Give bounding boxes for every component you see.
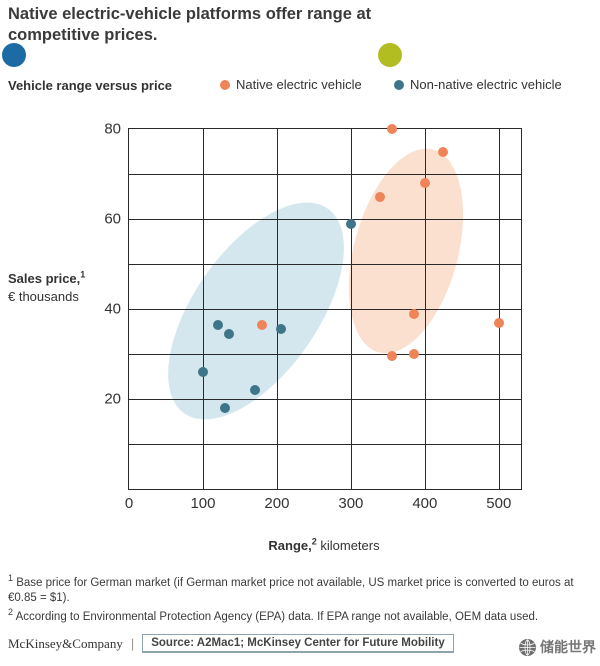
data-point-native [386, 124, 397, 134]
plot-area: 20 40 60 80 0 100 200 300 400 500 [104, 121, 522, 512]
legend-dot-nonnative-icon [394, 79, 404, 90]
gridline-horizontal [129, 264, 521, 265]
y-tick-label: 40 [104, 300, 121, 318]
data-point-native [375, 191, 386, 202]
footnote-2: 2 According to Environmental Protection … [8, 607, 539, 623]
gridline-horizontal [129, 219, 521, 220]
title-line-1: Native electric-vehicle platforms offer … [8, 5, 372, 23]
footer-bar: McKinsey&Company | Source: A2Mac1; McKin… [8, 634, 454, 653]
y-tick-label: 20 [104, 390, 121, 408]
legend-dot-native-icon [220, 79, 230, 90]
y-tick-label: 60 [104, 210, 121, 228]
cluster-nonnative-ellipse [133, 173, 379, 449]
x-axis-title: Range,2 kilometers [268, 536, 380, 553]
data-point-native [493, 317, 504, 328]
gridline-horizontal [129, 399, 521, 400]
decorative-olive-dot [378, 43, 402, 67]
data-point-nonnative [275, 324, 286, 335]
watermark: 储能世界 [519, 637, 596, 657]
page-title: Native electric-vehicle platforms offer … [8, 4, 574, 46]
data-point-nonnative [220, 403, 231, 413]
data-point-nonnative [345, 218, 356, 229]
data-point-native [408, 349, 419, 359]
source-text: Source: A2Mac1; McKinsey Center for Futu… [142, 634, 454, 653]
footer-separator: | [130, 636, 135, 651]
data-point-nonnative [197, 367, 208, 377]
legend-label-nonnative: Non-native electric vehicle [410, 77, 562, 92]
chart-subtitle: Vehicle range versus price [8, 78, 173, 93]
x-tick-label: 200 [264, 495, 290, 512]
footnotes: 1 Base price for German market (if Germa… [8, 573, 588, 629]
data-point-native [408, 308, 419, 319]
gridline-horizontal [129, 354, 521, 355]
x-tick-label: 300 [338, 495, 364, 512]
x-tick-label: 400 [412, 495, 438, 512]
legend-item-native: Native electric vehicle [220, 77, 362, 92]
legend-label-native: Native electric vehicle [236, 77, 362, 92]
x-tick-label: 100 [190, 495, 216, 512]
data-point-nonnative [212, 319, 223, 330]
legend-item-nonnative: Non-native electric vehicle [394, 77, 562, 92]
data-point-nonnative [249, 385, 260, 395]
y-tick-label: 80 [104, 120, 121, 138]
data-point-nonnative [223, 328, 234, 339]
x-tick-label: 0 [124, 495, 134, 512]
decorative-blue-dot [2, 43, 26, 67]
mckinsey-logo: McKinsey&Company [8, 635, 123, 651]
globe-icon [519, 638, 536, 656]
gridline-horizontal [129, 309, 521, 310]
x-tick-label: 500 [486, 495, 512, 512]
y-axis-title: Sales price,1 € thousands [8, 269, 86, 304]
footnote-1: 1 Base price for German market (if Germa… [8, 573, 574, 604]
watermark-text: 储能世界 [540, 639, 596, 655]
y-tick-labels: 20 40 60 80 [81, 121, 121, 489]
gridline-horizontal [129, 444, 521, 445]
gridline-horizontal [129, 174, 521, 175]
data-point-native [386, 351, 397, 362]
title-line-2: competitive prices. [8, 26, 158, 44]
data-point-native [257, 319, 268, 330]
data-point-native [438, 146, 449, 157]
data-point-native [419, 178, 430, 188]
